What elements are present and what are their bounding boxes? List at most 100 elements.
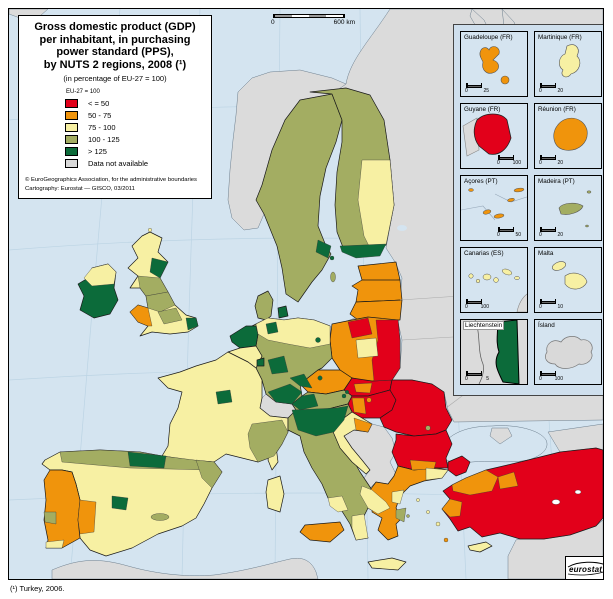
- inset-scale-max: 50: [515, 232, 521, 238]
- inset-scale: 0 20: [539, 155, 565, 166]
- inset-scale-max: 100: [480, 304, 489, 310]
- inset-scale: 0 100: [539, 371, 565, 382]
- map-title-line-1: Gross domestic product (GDP): [34, 21, 196, 33]
- inset-panel: Guadeloupe (FR) 0 25 Martinique (FR) 0 20: [453, 24, 603, 396]
- patch-bayern: [289, 373, 313, 389]
- inset-scale-max: 20: [557, 232, 563, 238]
- inset-map-reunion: [553, 117, 588, 151]
- patch-london: [185, 317, 199, 331]
- inset-map-martinique: [559, 44, 581, 78]
- patch-east-greece: [425, 467, 449, 481]
- patch-baden-wuerttemberg: [267, 383, 303, 405]
- inset-map-acores: [461, 187, 527, 221]
- scale-bar: 0 600 km: [271, 14, 355, 26]
- region-crete: [367, 557, 407, 571]
- inset-martinique: Martinique (FR) 0 20: [534, 31, 602, 97]
- inset-scale: 0 20: [539, 227, 565, 238]
- patch-midlands: [157, 307, 183, 325]
- region-sicily: [299, 521, 345, 543]
- inset-scale: 0 100: [497, 155, 523, 166]
- credit-line-2: Cartography: Eurostat — GISCO, 03/2011: [25, 186, 135, 192]
- region-cyprus: [467, 541, 493, 553]
- patch-hamburg: [265, 321, 279, 335]
- legend-label: 100 - 125: [88, 134, 120, 144]
- inset-scale: 0 100: [465, 299, 491, 310]
- patch-vienna: [341, 393, 347, 399]
- region-lithuania: [349, 299, 403, 321]
- patch-stockholm: [315, 239, 332, 259]
- patch-puglia: [359, 485, 391, 515]
- inset-scale-max: 5: [486, 376, 489, 382]
- patch-west-hungary: [351, 397, 367, 415]
- inset-scale-max: 25: [483, 88, 489, 94]
- legend-swatch-no-data: [65, 158, 78, 168]
- inset-title: Açores (PT): [464, 178, 498, 185]
- inset-canarias: Canarias (ES) 0 100: [460, 247, 528, 313]
- patch-shetland: [148, 228, 152, 232]
- inset-guyane: Guyane (FR) 0 100: [460, 103, 528, 169]
- legend-swatch-gt125: [65, 146, 78, 156]
- patch-algarve: [45, 539, 65, 549]
- inset-scale-max: 20: [557, 160, 563, 166]
- patch-bucharest: [425, 425, 431, 431]
- patch-lake-van: [551, 499, 561, 505]
- inset-title: Madeira (PT): [538, 178, 575, 185]
- legend-row: 75 - 100: [65, 121, 211, 133]
- patch-basque-navarra: [127, 451, 167, 469]
- patch-extremadura: [77, 499, 97, 535]
- patch-izmir: [441, 498, 463, 518]
- inset-island: Ísland 0 100: [534, 319, 602, 385]
- logo-text: eurostat: [569, 565, 603, 574]
- patch-southeast-france: [247, 419, 289, 463]
- legend-row: 100 - 125: [65, 133, 211, 145]
- map-subtitle: (in percentage of EU-27 = 100): [63, 74, 167, 83]
- patch-east-croatia: [353, 417, 373, 433]
- patch-mazowieckie: [355, 337, 379, 359]
- legend-row: > 125: [65, 145, 211, 157]
- patch-wales: [129, 304, 153, 327]
- map-title-line-4: by NUTS 2 regions, 2008 (¹): [43, 58, 187, 71]
- legend-row: < = 50: [65, 97, 211, 109]
- inset-scale-min: 0: [497, 160, 500, 166]
- legend-swatch-75-100: [65, 122, 78, 132]
- inset-malta: Malta 0 10: [534, 247, 602, 313]
- region-estonia: [357, 261, 401, 283]
- region-luxembourg: [256, 357, 265, 367]
- patch-thessaly: [391, 489, 405, 505]
- inset-map-malta: [551, 261, 588, 290]
- region-denmark: [254, 290, 274, 321]
- patch-campania: [327, 495, 349, 513]
- patch-budapest: [366, 397, 372, 403]
- patch-west-austria: [291, 393, 319, 411]
- map-frame: Gross domestic product (GDP) per inhabit…: [8, 8, 604, 580]
- patch-north-italy: [291, 405, 349, 437]
- inset-map-madeira: [558, 190, 592, 228]
- patch-aegean-2: [426, 510, 430, 514]
- inset-scale-min: 0: [465, 88, 468, 94]
- region-denmark-zealand: [277, 305, 289, 319]
- patch-aland: [329, 255, 335, 261]
- inset-scale-max: 20: [557, 88, 563, 94]
- patch-aegean-4: [406, 514, 410, 518]
- patch-nw-turkey: [451, 469, 499, 496]
- inset-map-canarias: [468, 268, 527, 312]
- legend-label: 75 - 100: [88, 122, 116, 132]
- patch-north-england: [145, 291, 176, 313]
- patch-south-finland: [339, 243, 387, 259]
- inset-map-guadeloupe: [479, 46, 510, 85]
- patch-mid-nw-turkey: [497, 471, 519, 490]
- patch-paris: [215, 389, 233, 405]
- inset-map-island: [545, 336, 593, 369]
- patch-madrid: [111, 495, 129, 511]
- inset-scale-min: 0: [539, 88, 542, 94]
- inset-title: Martinique (FR): [538, 34, 582, 41]
- inset-guadeloupe: Guadeloupe (FR) 0 25: [460, 31, 528, 97]
- inset-title: Liechtenstein: [462, 321, 505, 330]
- eurostat-logo: eurostat: [565, 556, 603, 579]
- scale-max-label: 600 km: [333, 19, 355, 26]
- inset-title: Guadeloupe (FR): [464, 34, 513, 41]
- inset-scale-max: 100: [554, 376, 563, 382]
- legend-label: > 125: [88, 146, 107, 156]
- patch-balearics: [150, 513, 170, 521]
